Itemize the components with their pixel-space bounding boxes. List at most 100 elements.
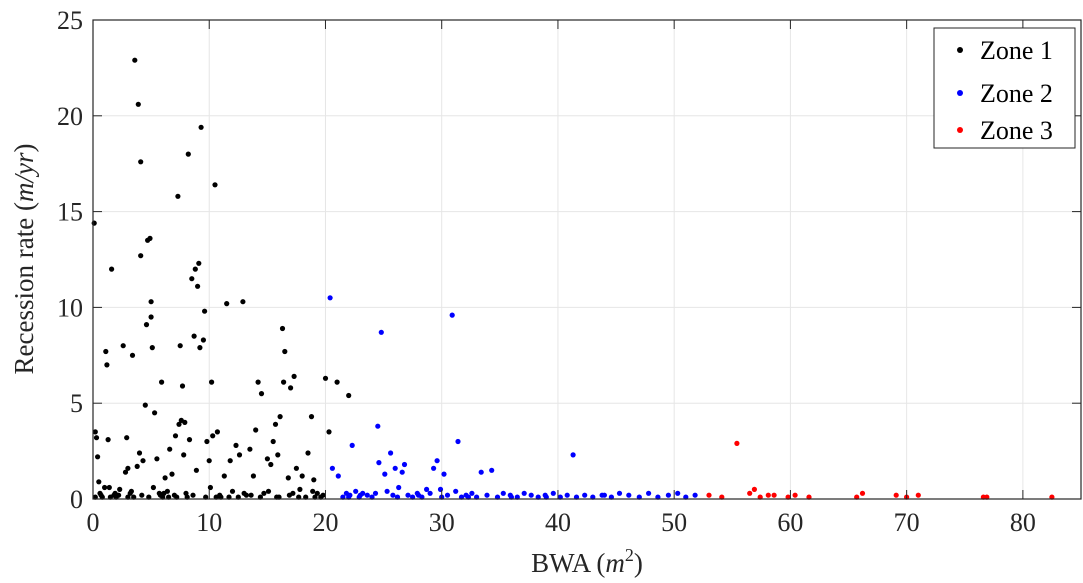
data-point [134, 463, 140, 469]
data-point [247, 446, 253, 452]
axis-ticks [92, 19, 1081, 500]
data-point [305, 450, 311, 456]
data-point [431, 465, 437, 471]
plot-area [93, 20, 1081, 499]
legend-label-zone-3: Zone 3 [980, 116, 1053, 145]
data-point [241, 490, 247, 496]
data-point [282, 348, 288, 355]
data-point [221, 473, 227, 479]
data-point [176, 421, 182, 427]
data-point [132, 57, 138, 63]
data-point [478, 469, 484, 475]
data-point [177, 343, 183, 349]
data-point [299, 473, 305, 479]
legend-marker-zone-3 [957, 127, 963, 133]
data-point [353, 488, 359, 494]
data-point [893, 492, 899, 498]
legend-marker-zone-1 [957, 47, 963, 53]
data-point [564, 492, 570, 498]
data-point [248, 492, 254, 498]
data-point [392, 465, 398, 471]
data-point [92, 429, 98, 435]
x-tick-label: 10 [196, 508, 222, 537]
data-point [169, 471, 175, 477]
data-point [675, 490, 681, 496]
y-tick-labels: 0 5 10 15 20 25 [57, 6, 83, 514]
legend-marker-zone-2 [957, 90, 963, 96]
data-point [444, 492, 451, 498]
data-point [95, 454, 101, 460]
data-point [112, 490, 118, 496]
data-point [915, 492, 921, 498]
data-point [195, 283, 201, 289]
data-point [117, 486, 123, 492]
data-point [124, 435, 130, 441]
data-point [308, 414, 315, 420]
data-point [120, 343, 126, 349]
y-axis-label: Recession rate (m/yr) [9, 144, 39, 375]
y-tick-label: 15 [57, 198, 83, 227]
data-point [135, 101, 141, 107]
data-point [210, 433, 216, 439]
data-point [142, 402, 148, 408]
data-point [227, 458, 233, 464]
x-tick-label: 70 [894, 508, 920, 537]
data-point [272, 421, 279, 427]
data-point [570, 452, 576, 458]
data-point [434, 458, 440, 464]
data-point [281, 379, 287, 385]
data-point [747, 490, 753, 496]
data-point [376, 460, 382, 466]
data-point [149, 345, 155, 351]
data-point [500, 490, 506, 496]
data-point [290, 490, 296, 496]
data-point [270, 438, 276, 445]
data-point [375, 423, 381, 429]
y-tick-label: 20 [57, 102, 83, 131]
data-point [469, 490, 475, 496]
x-tick-label: 30 [429, 508, 455, 537]
data-point [192, 266, 198, 272]
data-point [550, 490, 556, 496]
data-point [186, 437, 193, 443]
data-point [765, 492, 771, 498]
data-point [93, 435, 100, 441]
data-point [172, 433, 179, 439]
data-point [277, 414, 283, 420]
data-point [240, 299, 246, 305]
data-point [415, 492, 422, 498]
data-point [692, 492, 698, 498]
data-point [859, 490, 866, 496]
data-point [224, 301, 230, 307]
data-point [125, 465, 131, 471]
data-point [521, 490, 527, 496]
data-point [357, 492, 363, 498]
data-point [229, 488, 236, 494]
data-point [626, 492, 632, 498]
data-point [161, 490, 167, 496]
data-point [181, 452, 187, 458]
data-point [771, 492, 777, 498]
data-point [329, 465, 335, 471]
data-point [258, 391, 265, 397]
data-point [159, 379, 165, 385]
x-axis-label: BWA (m2) [531, 545, 643, 578]
y-tick-label: 0 [70, 485, 83, 514]
data-point [399, 469, 405, 475]
data-point [261, 490, 267, 496]
data-point [207, 484, 213, 491]
data-point [136, 450, 143, 456]
data-point [198, 124, 204, 130]
data-point [665, 492, 672, 498]
data-point [91, 220, 97, 226]
data-point [204, 438, 210, 445]
data-point [255, 379, 261, 385]
data-point [449, 312, 455, 318]
data-point [191, 333, 197, 339]
data-point [427, 490, 433, 496]
data-point [103, 348, 109, 355]
plot-frame [92, 19, 1082, 500]
data-point [268, 461, 274, 468]
data-point [202, 308, 208, 314]
data-point [175, 193, 181, 199]
